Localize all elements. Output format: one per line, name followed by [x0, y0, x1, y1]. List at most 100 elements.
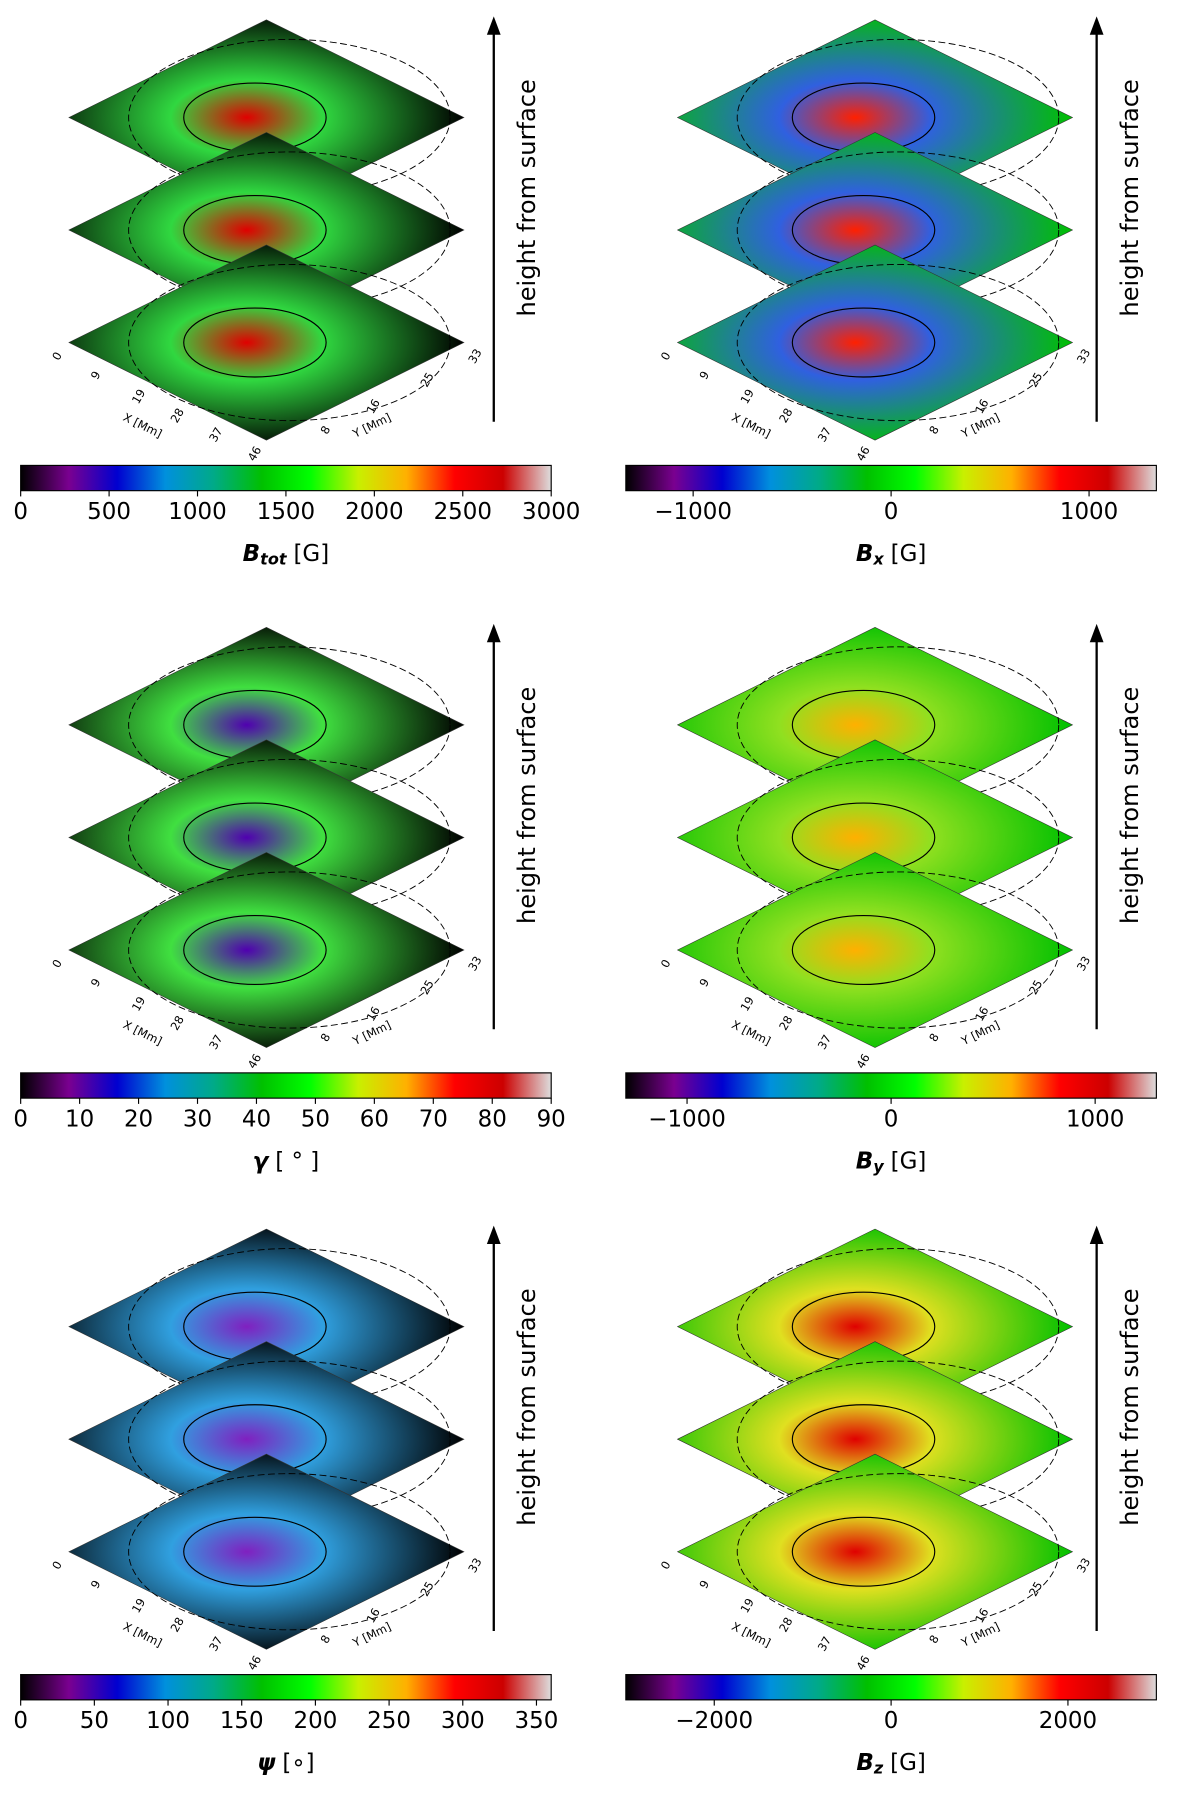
x-tick-label: 9	[696, 976, 712, 989]
label-symbol: B	[243, 540, 261, 566]
contour	[128, 1473, 451, 1631]
label-subscript: z	[873, 1758, 884, 1777]
arrow-head	[486, 623, 501, 643]
y-tick-label: 8	[317, 1633, 333, 1646]
x-tick-label: 37	[815, 1634, 834, 1654]
label-unit: [ ° ]	[275, 1148, 319, 1174]
colorbar-tick-label: 40	[242, 1106, 271, 1132]
colorbar-tick-label: 100	[146, 1708, 190, 1734]
colorbar-tick-label: −1000	[648, 1106, 726, 1132]
contour	[736, 871, 1060, 1029]
colorbar	[20, 1072, 552, 1099]
x-tick-label: 19	[737, 387, 756, 407]
label-subscript: x	[872, 549, 884, 568]
colorbar-tick-label: 350	[515, 1708, 559, 1734]
colorbar	[20, 1674, 552, 1701]
y-tick-label: 33	[465, 1555, 484, 1575]
colorbar	[625, 1072, 1157, 1099]
x-tick-label: 9	[696, 1578, 712, 1591]
label-symbol: B	[856, 1750, 874, 1776]
colorbar-label: Bz [G]	[856, 1750, 925, 1778]
arrow-label: height from surface	[513, 79, 541, 316]
colorbar-tick-label: 500	[87, 499, 131, 525]
x-tick-label: 19	[129, 387, 148, 407]
y-tick-label: 33	[465, 346, 484, 366]
x-tick-label: 28	[167, 1013, 186, 1033]
colorbar-tick-label: 150	[220, 1708, 264, 1734]
x-tick-label: 46	[853, 444, 872, 464]
contour	[183, 1516, 327, 1587]
y-tick-label: 8	[926, 1633, 942, 1646]
y-tick-label: 16	[972, 1004, 991, 1024]
colorbar-label: ψ [∘]	[257, 1750, 314, 1776]
colorbar-label: By [G]	[856, 1148, 927, 1176]
contour	[128, 38, 451, 197]
x-tick-label: 19	[737, 1596, 756, 1616]
x-tick-label: 19	[129, 994, 148, 1014]
y-tick-label: 25	[417, 1579, 436, 1599]
colorbar-tick-label: 0	[13, 1106, 28, 1132]
colorbar-tick-label: −1000	[654, 499, 732, 525]
x-tick-label: 19	[737, 994, 756, 1014]
label-symbol: B	[856, 1148, 874, 1174]
contour	[791, 307, 936, 378]
y-tick-label: 33	[1074, 954, 1093, 974]
x-tick-label: 9	[88, 369, 104, 382]
x-tick-label: 46	[245, 444, 264, 464]
colorbar-tick-label: 1500	[257, 499, 315, 525]
colorbar-tick-label: 70	[419, 1106, 448, 1132]
colorbar-tick-label: 0	[884, 1708, 899, 1734]
y-tick-label: 25	[1026, 370, 1045, 390]
label-unit: [∘]	[282, 1750, 314, 1776]
x-axis-label: X [Mm]	[121, 410, 164, 441]
x-tick-label: 28	[776, 1013, 795, 1033]
x-tick-label: 0	[658, 1559, 674, 1572]
y-tick-label: 8	[926, 423, 942, 436]
contour	[736, 38, 1060, 197]
contour	[736, 1360, 1060, 1518]
colorbar-tick-label: 0	[884, 1106, 899, 1132]
colorbar-tick-label: 250	[367, 1708, 411, 1734]
label-unit: [G]	[293, 540, 329, 566]
colorbar-tick-label: 1000	[1060, 499, 1118, 525]
colorbar-tick-label: 2000	[345, 499, 403, 525]
arrow-head	[1089, 16, 1104, 35]
colorbar	[625, 1674, 1157, 1701]
contour	[183, 307, 327, 378]
arrow-label: height from surface	[1116, 79, 1144, 316]
x-tick-label: 37	[206, 1634, 225, 1654]
x-axis-label: X [Mm]	[121, 1017, 164, 1048]
colorbar-tick-label: 3000	[522, 499, 580, 525]
x-tick-label: 28	[167, 406, 186, 426]
contour	[736, 646, 1060, 804]
arrow-label: height from surface	[1116, 687, 1144, 924]
colorbar-tick-label: −2000	[675, 1708, 753, 1734]
label-unit: [G]	[891, 1148, 927, 1174]
contour	[736, 1473, 1060, 1631]
label-symbol: ψ	[257, 1750, 276, 1776]
x-tick-label: 46	[853, 1051, 872, 1071]
colorbar-tick-label: 0	[13, 499, 28, 525]
colorbar-tick-label: 90	[537, 1106, 566, 1132]
contour	[128, 151, 451, 309]
y-tick-label: 25	[1026, 977, 1045, 997]
y-tick-label: 33	[465, 954, 484, 974]
y-tick-label: 16	[972, 1606, 991, 1626]
x-tick-label: 37	[206, 425, 225, 445]
x-tick-label: 0	[49, 1559, 65, 1572]
colorbar-tick-label: 2500	[434, 499, 492, 525]
colorbar-label: Bx [G]	[856, 540, 926, 568]
x-axis-label: X [Mm]	[729, 1017, 772, 1048]
colorbar-tick-label: 300	[441, 1708, 485, 1734]
x-tick-label: 9	[88, 1578, 104, 1591]
y-tick-label: 25	[1026, 1579, 1045, 1599]
contour	[736, 151, 1060, 309]
x-tick-label: 46	[853, 1653, 872, 1673]
y-tick-label: 25	[417, 370, 436, 390]
colorbar-tick-label: 30	[183, 1106, 212, 1132]
colorbar	[625, 464, 1157, 492]
arrow-head	[486, 16, 501, 35]
x-tick-label: 37	[815, 425, 834, 445]
x-tick-label: 0	[658, 349, 674, 362]
